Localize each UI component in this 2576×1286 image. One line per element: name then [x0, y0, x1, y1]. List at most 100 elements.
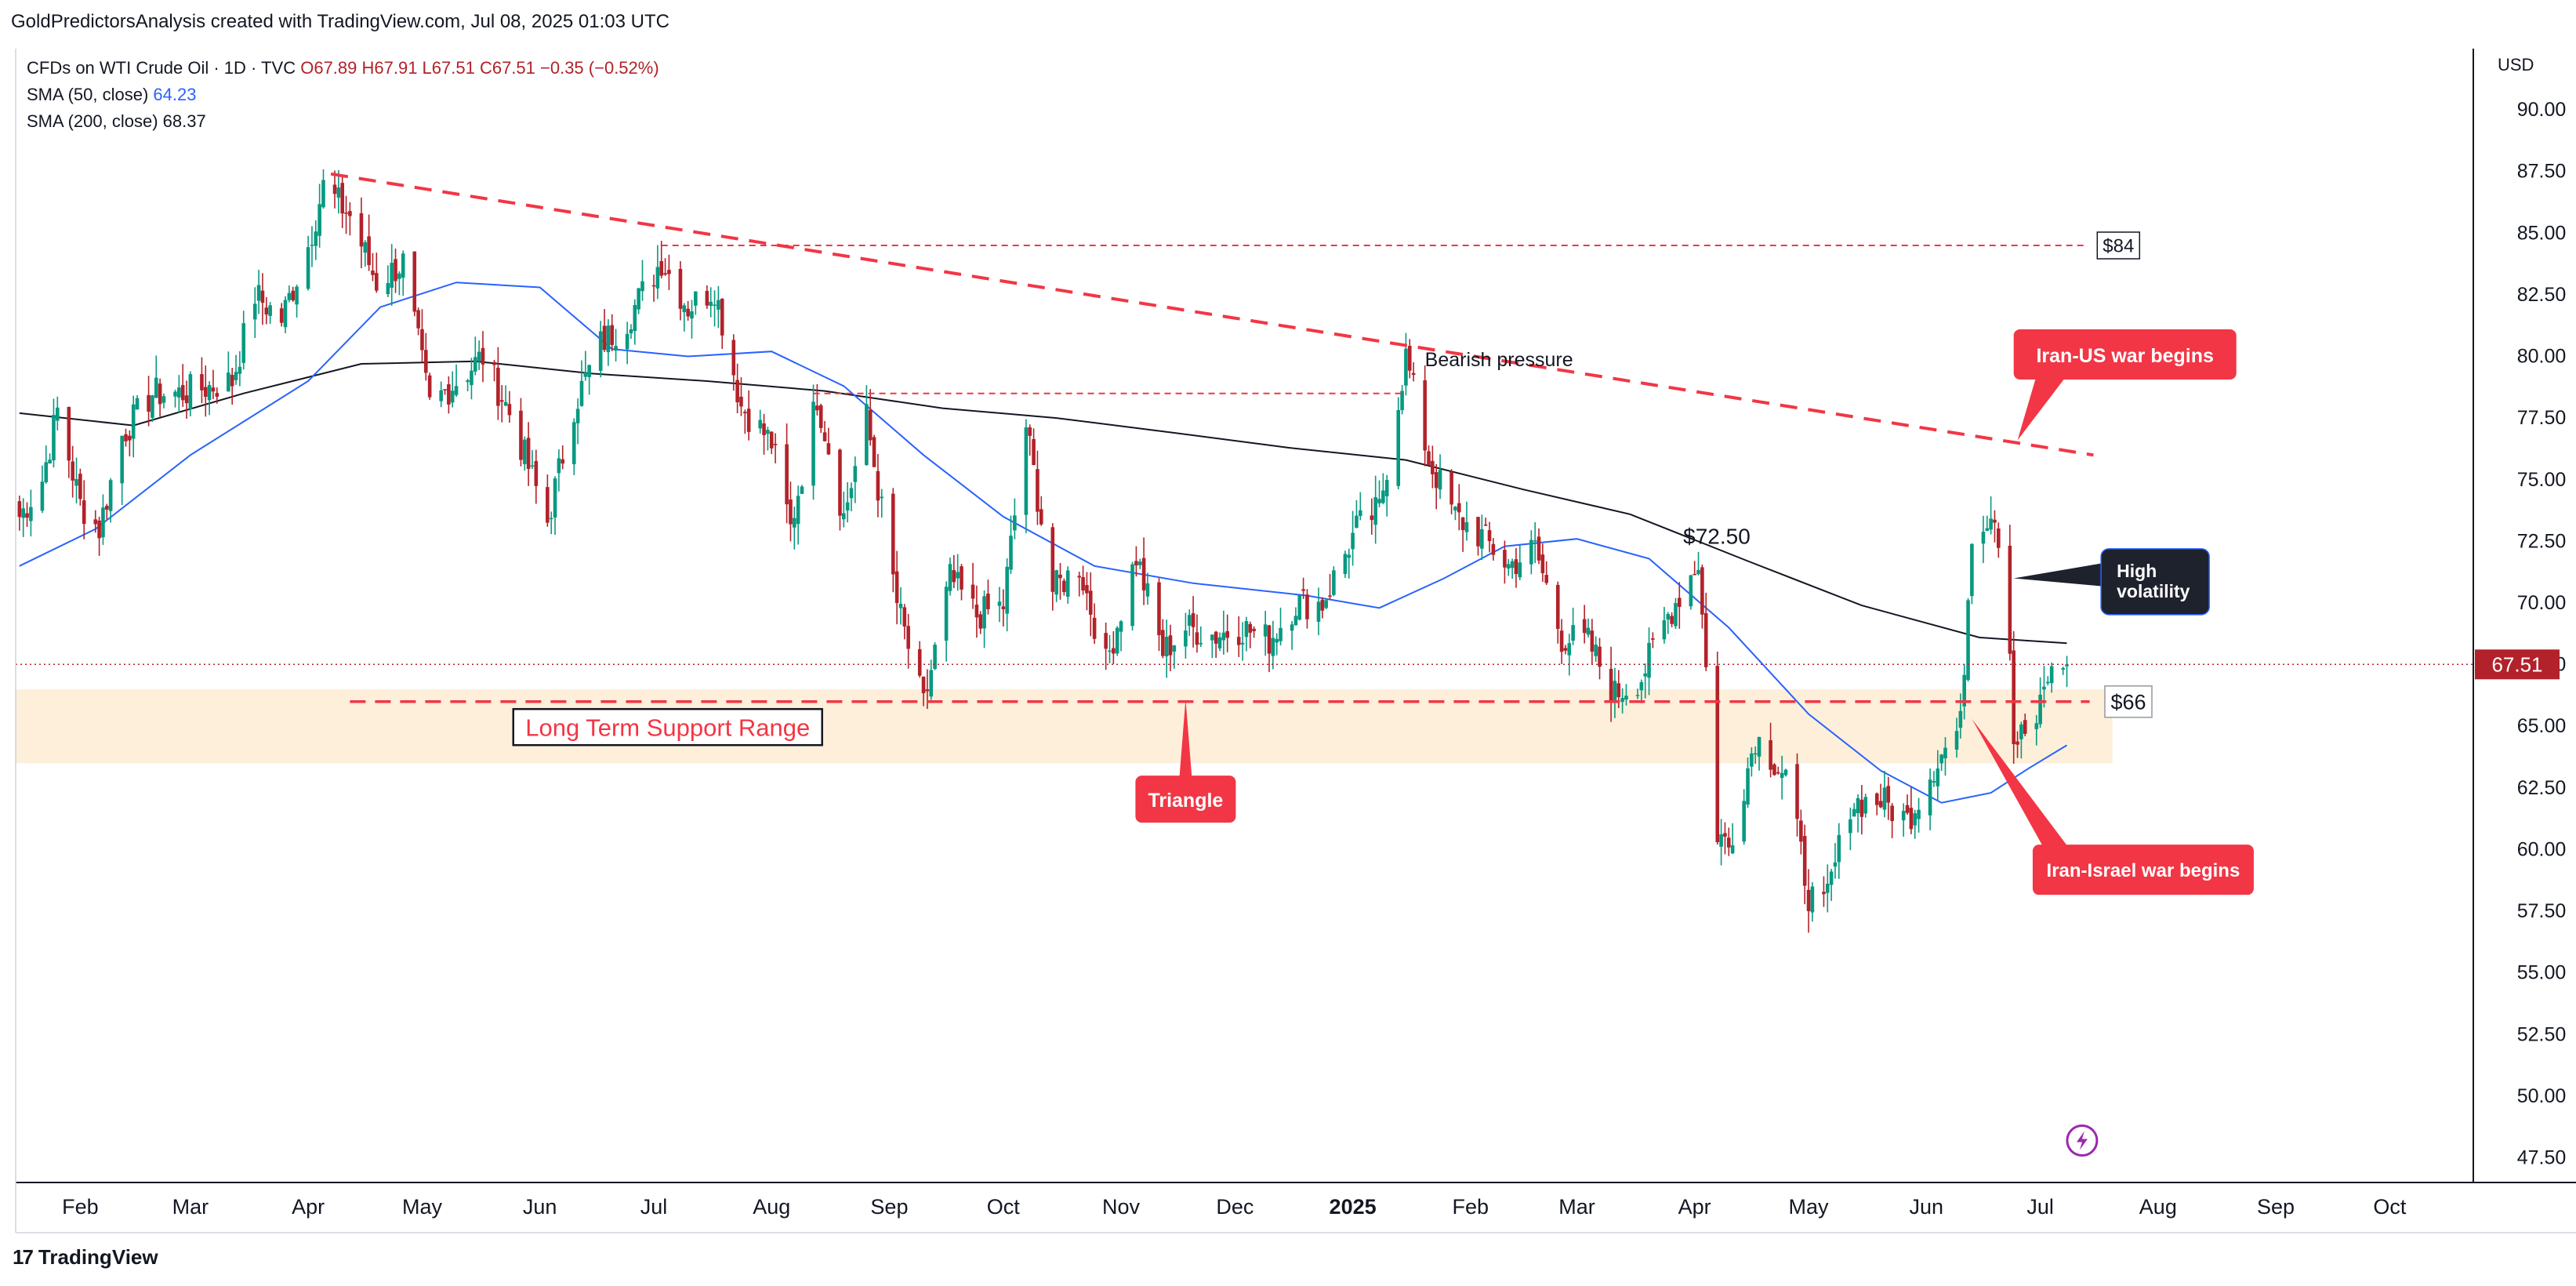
candle[interactable]: [614, 329, 618, 362]
candle[interactable]: [295, 284, 299, 318]
candle[interactable]: [234, 354, 238, 385]
candle[interactable]: [1355, 500, 1359, 529]
candle[interactable]: [401, 250, 405, 296]
candle[interactable]: [1750, 747, 1754, 777]
candle[interactable]: [1613, 667, 1617, 718]
candle[interactable]: [416, 307, 420, 336]
candle[interactable]: [986, 579, 990, 615]
candle[interactable]: [158, 378, 162, 417]
candle[interactable]: [1913, 809, 1917, 839]
candle[interactable]: [128, 430, 132, 457]
candle[interactable]: [1529, 530, 1533, 575]
candle[interactable]: [690, 300, 694, 339]
candle[interactable]: [44, 445, 49, 484]
candle[interactable]: [2061, 667, 2065, 675]
candle[interactable]: [1404, 332, 1408, 396]
candle[interactable]: [1852, 803, 1856, 817]
candle[interactable]: [713, 290, 717, 327]
candle[interactable]: [1837, 823, 1841, 879]
candle[interactable]: [800, 485, 804, 494]
candle[interactable]: [971, 562, 975, 609]
candle[interactable]: [1624, 684, 1628, 706]
candle[interactable]: [1457, 484, 1461, 531]
candle[interactable]: [575, 398, 580, 445]
candle[interactable]: [682, 303, 687, 332]
candle[interactable]: [1503, 540, 1507, 584]
candle[interactable]: [1609, 646, 1613, 722]
candle[interactable]: [793, 507, 796, 550]
candle[interactable]: [17, 495, 22, 531]
candle[interactable]: [1491, 538, 1496, 561]
candle[interactable]: [845, 481, 850, 523]
candle[interactable]: [1065, 566, 1070, 604]
candle[interactable]: [944, 581, 949, 662]
candle[interactable]: [1244, 616, 1249, 652]
candle[interactable]: [1829, 869, 1834, 901]
candle[interactable]: [104, 503, 109, 520]
candle[interactable]: [1890, 802, 1894, 838]
candle[interactable]: [1901, 803, 1906, 837]
tradingview-brand[interactable]: 17 TradingView: [13, 1245, 158, 1270]
candle[interactable]: [1112, 630, 1116, 664]
candle[interactable]: [629, 324, 633, 340]
candle[interactable]: [215, 387, 220, 404]
candle[interactable]: [1882, 771, 1887, 818]
candle[interactable]: [317, 183, 321, 248]
candle[interactable]: [826, 427, 831, 456]
candle[interactable]: [686, 300, 690, 322]
candle[interactable]: [1396, 397, 1401, 490]
candle[interactable]: [499, 385, 504, 423]
candle[interactable]: [1320, 597, 1325, 619]
candle[interactable]: [1115, 626, 1119, 656]
candle[interactable]: [180, 364, 185, 407]
candle[interactable]: [640, 260, 644, 301]
candle[interactable]: [439, 381, 443, 408]
candle[interactable]: [1199, 626, 1203, 647]
candle[interactable]: [291, 286, 296, 302]
candle[interactable]: [1161, 619, 1165, 659]
iran-israel-callout[interactable]: Iran-Israel war begins: [1972, 718, 2254, 895]
candle[interactable]: [1214, 630, 1218, 658]
candle[interactable]: [1343, 550, 1348, 579]
candle[interactable]: [394, 249, 397, 293]
candle[interactable]: [1544, 561, 1549, 585]
candle[interactable]: [762, 413, 766, 455]
candle[interactable]: [1776, 766, 1780, 775]
candle[interactable]: [67, 406, 71, 478]
candle[interactable]: [161, 393, 166, 409]
candle[interactable]: [853, 456, 858, 503]
candle[interactable]: [1081, 565, 1085, 595]
candle[interactable]: [1275, 633, 1279, 656]
candle[interactable]: [602, 309, 607, 352]
candle[interactable]: [880, 489, 884, 518]
candle[interactable]: [1981, 515, 1986, 564]
sma200-legend-row[interactable]: SMA (200, close) 68.37: [27, 108, 659, 135]
candle[interactable]: [1013, 498, 1017, 539]
candle[interactable]: [822, 420, 827, 442]
candle[interactable]: [227, 351, 230, 392]
candle[interactable]: [1936, 750, 1940, 801]
candle[interactable]: [1540, 543, 1545, 582]
candle[interactable]: [1411, 361, 1416, 382]
candle[interactable]: [1252, 626, 1256, 638]
candle[interactable]: [1058, 562, 1062, 600]
candle[interactable]: [1050, 523, 1055, 611]
candle[interactable]: [424, 332, 428, 381]
iran-us-callout[interactable]: Iran-US war begins: [2013, 329, 2237, 441]
candle[interactable]: [1464, 501, 1469, 541]
candle[interactable]: [1476, 517, 1480, 556]
candle[interactable]: [1783, 768, 1788, 777]
support-range-label[interactable]: Long Term Support Range: [512, 707, 824, 747]
candle[interactable]: [78, 468, 82, 506]
candle[interactable]: [1730, 823, 1735, 855]
candle[interactable]: [310, 226, 314, 267]
candle[interactable]: [82, 480, 86, 539]
candle[interactable]: [1674, 598, 1678, 630]
candle[interactable]: [1878, 783, 1883, 808]
candle[interactable]: [1639, 679, 1644, 703]
candle[interactable]: [1598, 638, 1602, 680]
candle[interactable]: [894, 550, 899, 625]
candle[interactable]: [40, 465, 45, 514]
candle[interactable]: [1145, 572, 1150, 605]
candle[interactable]: [363, 240, 368, 267]
